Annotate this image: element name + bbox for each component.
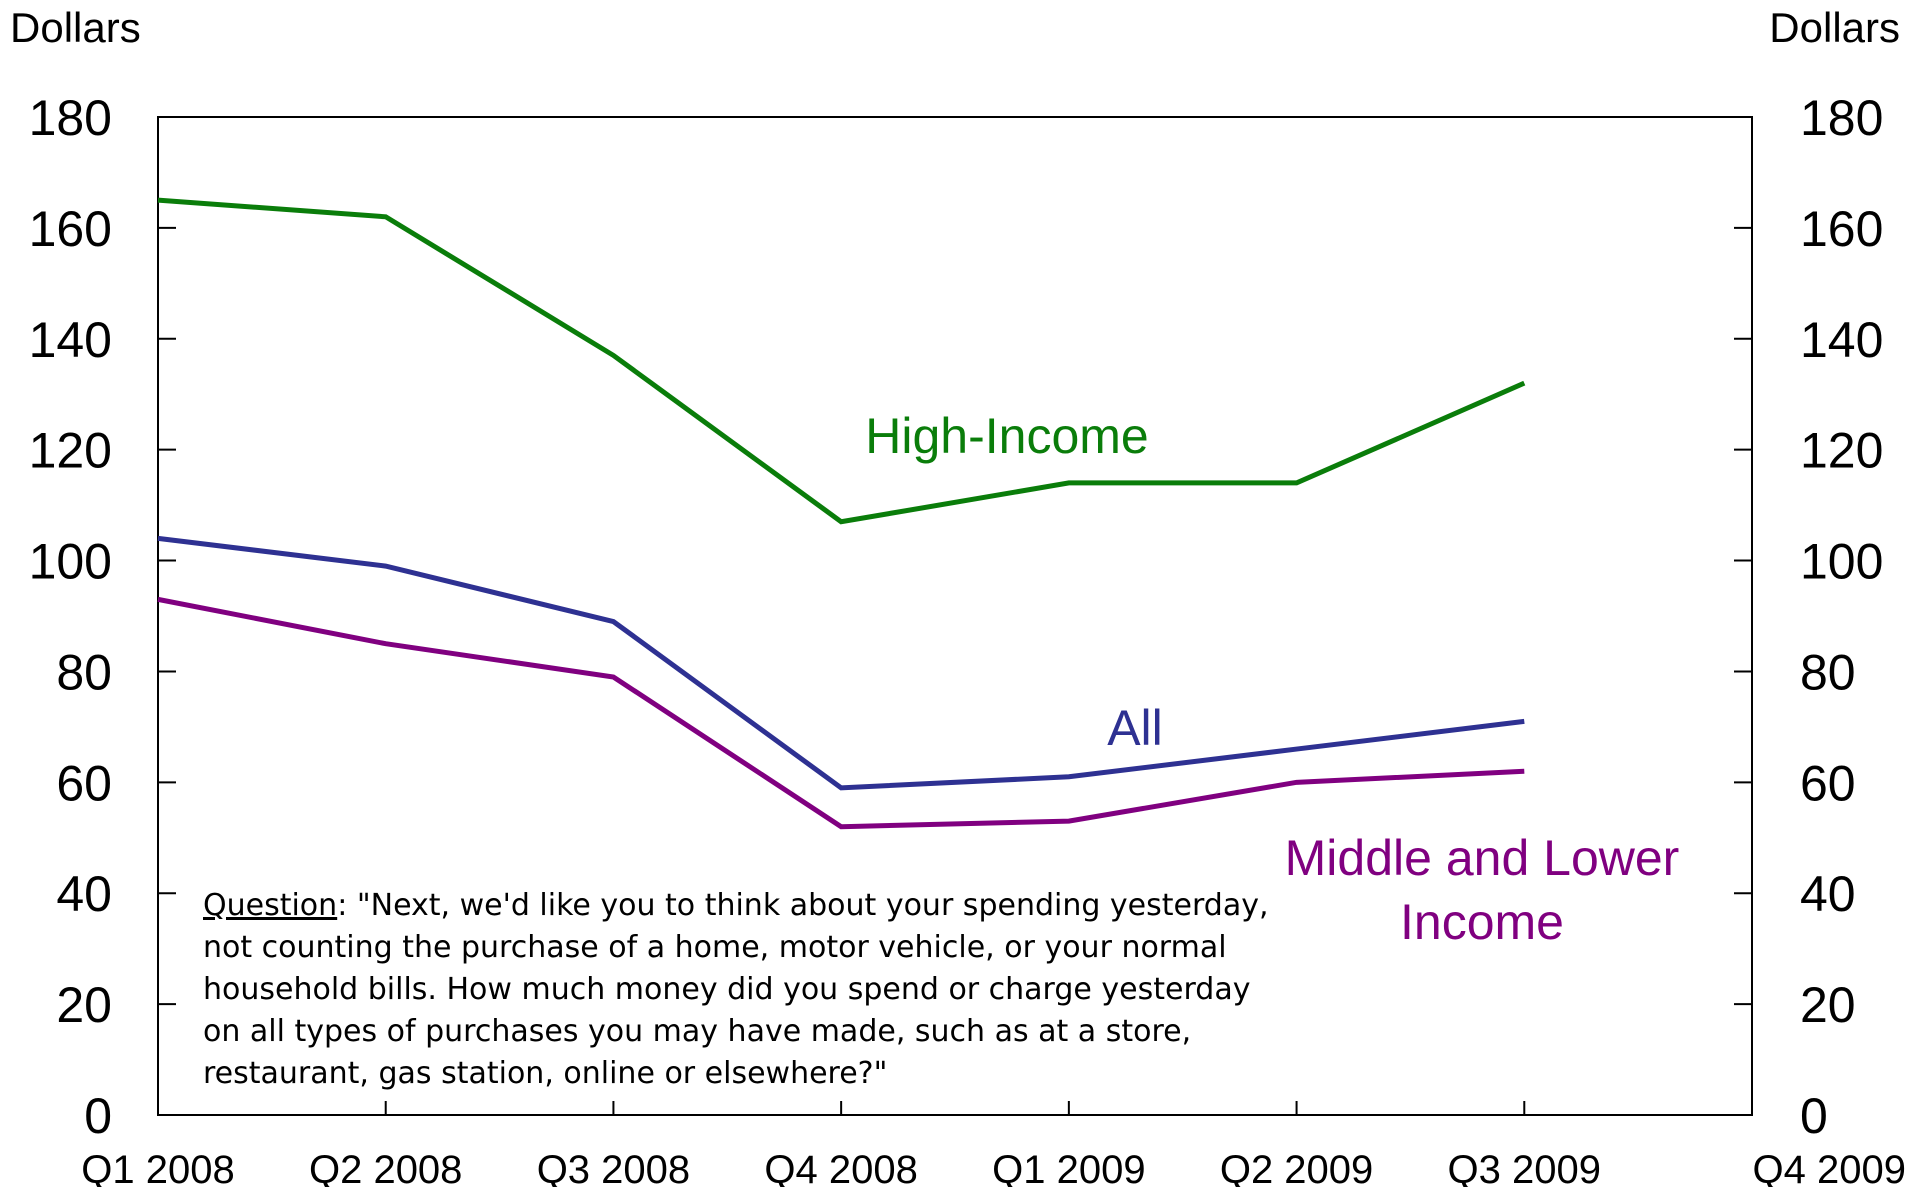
series-line-all	[157, 535, 1525, 791]
series-line-middle-and-lower-income	[157, 596, 1525, 830]
y-tick-label-right: 160	[1800, 201, 1883, 257]
series-label: Middle and Lower	[1285, 830, 1680, 886]
series-label: Income	[1400, 894, 1564, 950]
y-tick-label-right: 20	[1800, 977, 1856, 1033]
y-tick-label-left: 20	[56, 977, 112, 1033]
y-tick-label-left: 120	[29, 423, 112, 479]
y-tick-label-right: 60	[1800, 755, 1856, 811]
question-text: : "Next, we'd like you to think about yo…	[203, 888, 1269, 1091]
y-tick-label-left: 140	[29, 312, 112, 368]
series-lines	[157, 197, 1526, 830]
question-label: Question	[203, 888, 338, 923]
series-line-high-income	[157, 197, 1526, 525]
y-tick-label-right: 40	[1800, 866, 1856, 922]
y-tick-label-left: 60	[56, 755, 112, 811]
y-tick-label-left: 180	[29, 90, 112, 146]
y-tick-label-left: 0	[84, 1088, 112, 1144]
series-label: All	[1107, 700, 1163, 756]
series-label: High-Income	[865, 408, 1148, 464]
y-axis-unit-left: Dollars	[10, 4, 141, 51]
x-tick-label: Q1 2009	[992, 1148, 1145, 1187]
x-tick-label: Q3 2008	[537, 1148, 690, 1187]
y-tick-label-left: 100	[29, 534, 112, 590]
x-ticks: Q1 2008 Q2 2008 Q3 2008 Q4 2008 Q1 2009 Q2 20…	[81, 1101, 1906, 1187]
x-tick-label: Q4 2008	[764, 1148, 917, 1187]
y-tick-label-right: 0	[1800, 1088, 1828, 1144]
y-tick-label-right: 140	[1800, 312, 1883, 368]
x-tick-label: Q2 2008	[309, 1148, 462, 1187]
y-tick-label-right: 80	[1800, 644, 1856, 700]
y-tick-label-left: 40	[56, 866, 112, 922]
y-tick-label-right: 120	[1800, 423, 1883, 479]
plot-area-frame	[157, 116, 1753, 1116]
y-tick-label-left: 80	[56, 644, 112, 700]
x-tick-label: Q3 2009	[1448, 1148, 1601, 1187]
series-labels: High-Income All Middle and Lower Income	[865, 408, 1679, 950]
y-tick-label-left: 160	[29, 201, 112, 257]
x-tick-label: Q4 2009	[1753, 1148, 1906, 1187]
y-axis-unit-right: Dollars	[1769, 4, 1900, 51]
y-tick-label-right: 180	[1800, 90, 1883, 146]
y-tick-label-right: 100	[1800, 534, 1883, 590]
x-tick-label: Q2 2009	[1220, 1148, 1373, 1187]
question-annotation: Question: "Next, we'd like you to think …	[203, 885, 1293, 1095]
y-ticks: 0 0 20 20 40 40 60 60 80 80 100 100 120 120 140 140 160 1…	[29, 90, 1884, 1144]
x-tick-label: Q1 2008	[81, 1148, 234, 1187]
